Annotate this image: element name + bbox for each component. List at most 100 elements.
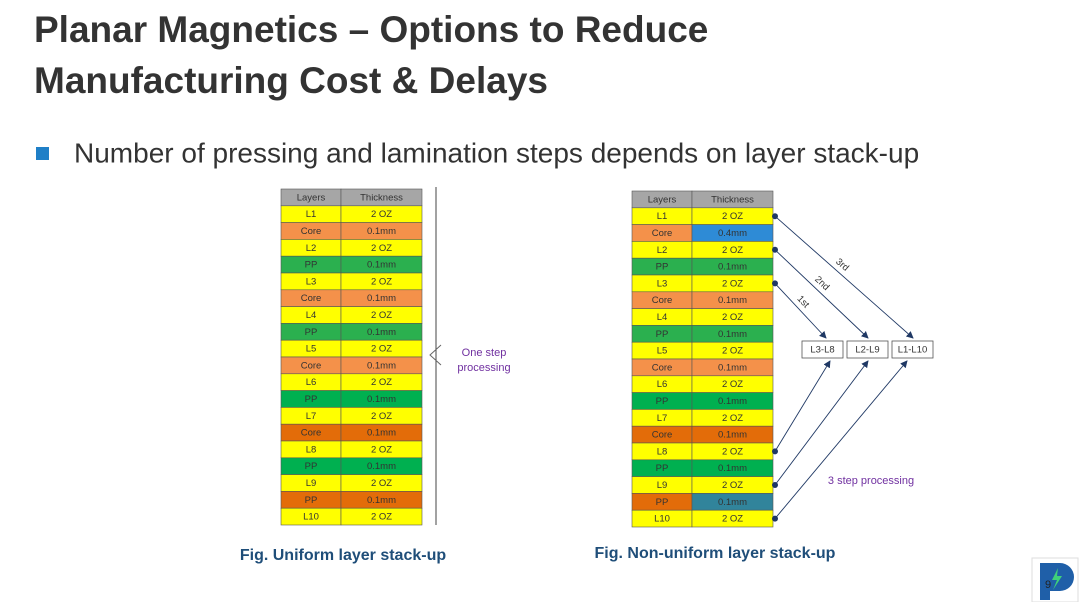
step-box-label: L1-L10 <box>898 345 928 356</box>
cell-text: 0.1mm <box>367 428 396 439</box>
cell-text: 0.1mm <box>367 293 396 304</box>
bullet-square <box>36 147 49 160</box>
cell-text: 0.1mm <box>367 495 396 506</box>
cell-text: PP <box>656 463 669 474</box>
cell-text: Core <box>301 293 322 304</box>
cell-text: 2 OZ <box>722 514 743 525</box>
cell-text: L3 <box>306 276 317 287</box>
cell-text: 2 OZ <box>722 413 743 424</box>
cell-text: PP <box>305 495 318 506</box>
cell-text: PP <box>305 461 318 472</box>
cell-text: L10 <box>303 512 319 523</box>
step-box <box>801 340 844 359</box>
cell-text: 2 OZ <box>722 346 743 357</box>
arrow-dot <box>772 246 778 253</box>
cell-text: 2 OZ <box>722 245 743 256</box>
cell-text: L1 <box>306 209 317 220</box>
caption: Fig. Uniform layer stack-up <box>240 547 446 564</box>
cell-text: L1 <box>657 211 668 222</box>
title: Planar Magnetics – Options to Reduce <box>34 9 708 50</box>
cell-text: L5 <box>657 346 668 357</box>
cell-text: 2 OZ <box>371 411 392 422</box>
cell-text: Core <box>652 430 673 441</box>
cell-text: 0.1mm <box>367 360 396 371</box>
cell-text: 2 OZ <box>371 478 392 489</box>
cell-text: 2 OZ <box>371 444 392 455</box>
cell-text: 2 OZ <box>371 377 392 388</box>
cell-text: 2 OZ <box>722 211 743 222</box>
header-text: Thickness <box>711 194 754 205</box>
page-number: 9 <box>1045 579 1051 591</box>
cell-text: 2 OZ <box>371 512 392 523</box>
cell-text: 0.1mm <box>367 327 396 338</box>
arrow-dot <box>772 448 778 455</box>
arrow <box>774 360 831 452</box>
cell-text: Core <box>652 362 673 373</box>
cell-text: 2 OZ <box>371 344 392 355</box>
step-box-label: L2-L9 <box>855 345 879 356</box>
bullet-text: Number of pressing and lamination steps … <box>74 137 919 168</box>
cell-text: 0.1mm <box>367 226 396 237</box>
cell-text: 2 OZ <box>722 480 743 491</box>
cell-text: 0.1mm <box>367 461 396 472</box>
cell-text: 0.1mm <box>367 394 396 405</box>
cell-text: 2 OZ <box>371 276 392 287</box>
arrow <box>774 249 869 339</box>
header-text: Thickness <box>360 192 403 203</box>
logo: 9 <box>1031 557 1079 603</box>
cell-text: L5 <box>306 344 317 355</box>
title: Manufacturing Cost & Delays <box>34 60 548 101</box>
cell-text: 2 OZ <box>722 379 743 390</box>
cell-text: PP <box>656 329 669 340</box>
cell-text: 2 OZ <box>371 209 392 220</box>
cell-text: 0.1mm <box>718 362 747 373</box>
cell-text: L10 <box>654 514 670 525</box>
arrow-dot <box>772 280 778 287</box>
cell-text: 2 OZ <box>722 278 743 289</box>
cell-text: 0.1mm <box>718 396 747 407</box>
cell-text: 0.1mm <box>718 497 747 508</box>
cell-text: L7 <box>657 413 668 424</box>
cell-text: L6 <box>657 379 668 390</box>
cell-text: 0.1mm <box>718 262 747 273</box>
cell-text: 2 OZ <box>722 446 743 457</box>
caption: Fig. Non-uniform layer stack-up <box>595 545 836 562</box>
cell-text: L9 <box>657 480 668 491</box>
header-text: Layers <box>297 192 326 203</box>
cell-text: L4 <box>306 310 317 321</box>
cell-text: Core <box>301 428 322 439</box>
arrow-dot <box>772 482 778 488</box>
cell-text: PP <box>656 262 669 273</box>
cell-text: PP <box>656 497 669 508</box>
cell-text: L8 <box>306 444 317 455</box>
cell-text: 0.1mm <box>718 295 747 306</box>
cell-text: PP <box>305 394 318 405</box>
cell-text: L7 <box>306 411 317 422</box>
cell-text: L6 <box>306 377 317 388</box>
cell-text: L2 <box>306 243 317 254</box>
brace <box>429 344 442 366</box>
arrow-dot <box>772 213 778 220</box>
cell-text: 0.1mm <box>718 463 747 474</box>
cell-text: Core <box>652 295 673 306</box>
cell-text: 0.4mm <box>718 228 747 239</box>
cell-text: 2 OZ <box>722 312 743 323</box>
cell-text: 2 OZ <box>371 310 392 321</box>
cell-text: PP <box>305 327 318 338</box>
arrow <box>774 360 908 519</box>
cell-text: L3 <box>657 278 668 289</box>
step-box <box>891 340 934 359</box>
arrow-dot <box>772 515 778 522</box>
step-box <box>846 340 889 359</box>
cell-text: 0.1mm <box>718 430 747 441</box>
note: One step processing <box>457 347 510 374</box>
arrow <box>774 215 914 339</box>
cell-text: L8 <box>657 446 668 457</box>
cell-text: Core <box>301 226 322 237</box>
cell-text: 0.1mm <box>718 329 747 340</box>
cell-text: L2 <box>657 245 668 256</box>
logo-bolt <box>1052 568 1062 590</box>
header-text: Layers <box>648 194 677 205</box>
